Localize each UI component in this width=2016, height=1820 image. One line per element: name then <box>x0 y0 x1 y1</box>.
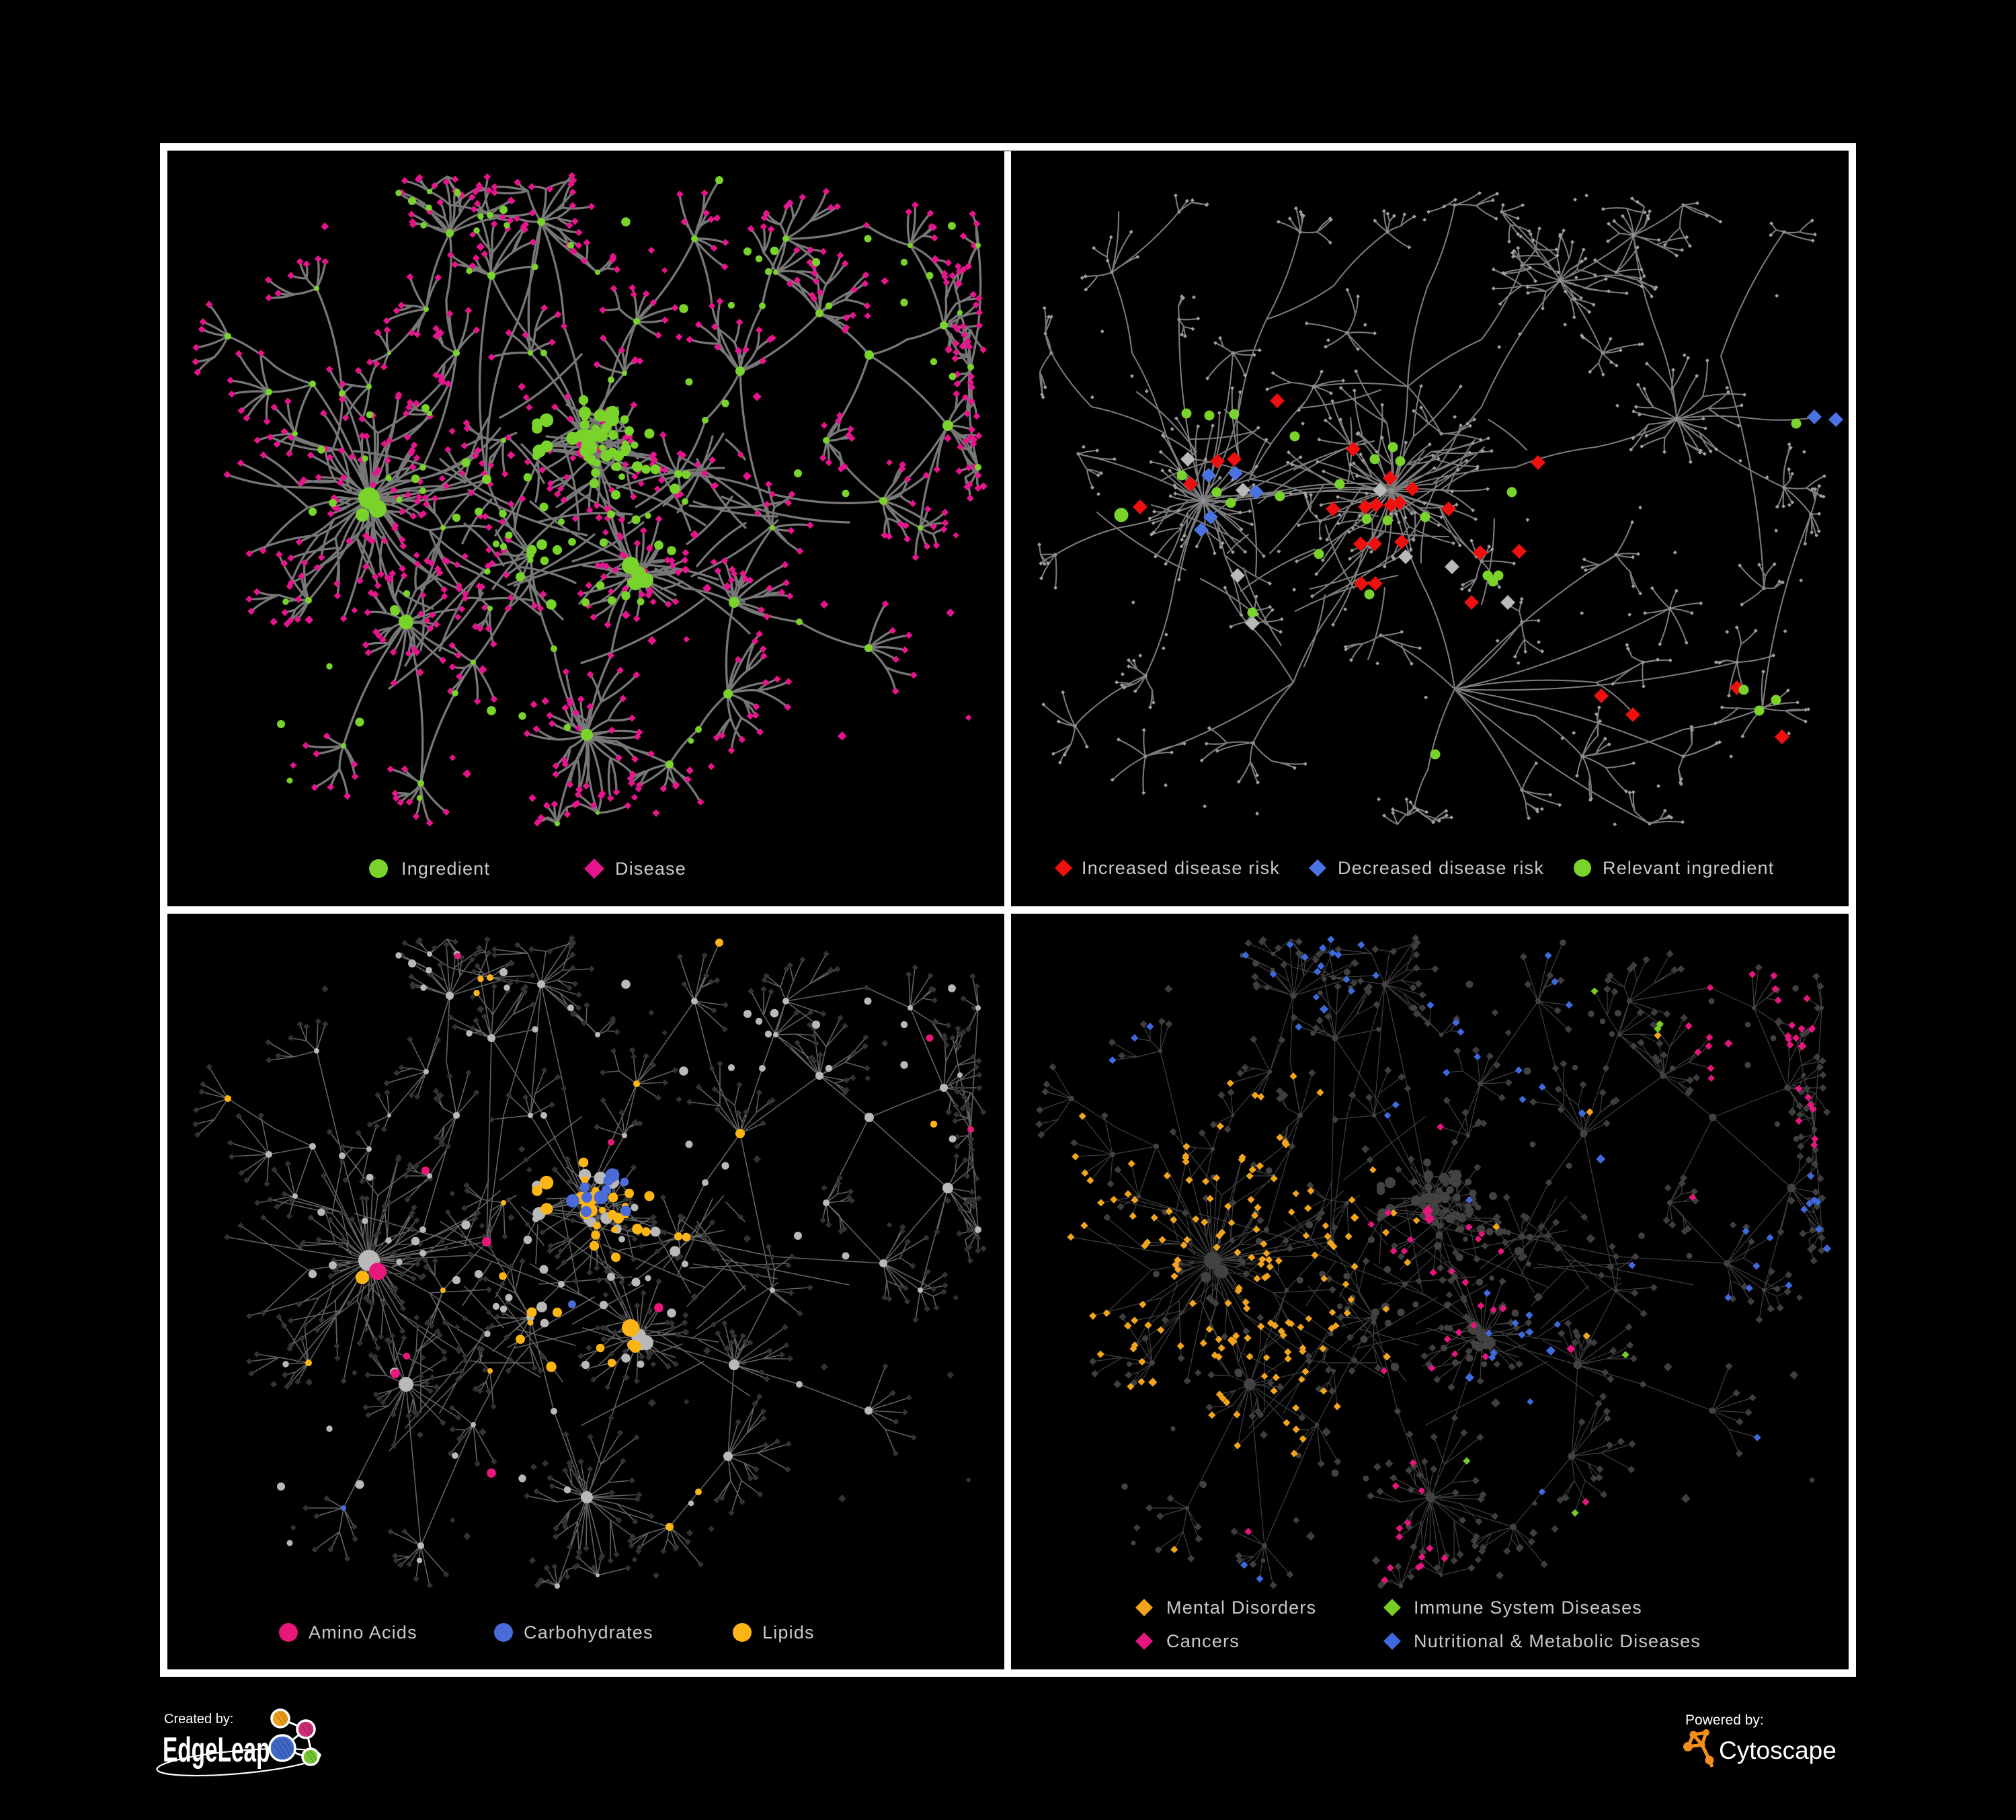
svg-text:Nutritional & Metabolic Diseas: Nutritional & Metabolic Diseases <box>1414 1631 1701 1651</box>
svg-text:Cancers: Cancers <box>1166 1631 1240 1651</box>
svg-text:Ingredient: Ingredient <box>401 859 490 879</box>
svg-text:Mental Disorders: Mental Disorders <box>1166 1597 1316 1618</box>
svg-text:Powered by:: Powered by: <box>1685 1712 1764 1728</box>
svg-text:Increased disease risk: Increased disease risk <box>1082 858 1280 878</box>
svg-text:Decreased disease risk: Decreased disease risk <box>1338 858 1544 878</box>
svg-text:Cytoscape: Cytoscape <box>1719 1737 1837 1764</box>
svg-text:EdgeLeap: EdgeLeap <box>163 1731 270 1770</box>
svg-text:Amino Acids: Amino Acids <box>309 1622 417 1643</box>
svg-text:Immune System Diseases: Immune System Diseases <box>1414 1597 1642 1618</box>
svg-text:Relevant ingredient: Relevant ingredient <box>1603 858 1774 878</box>
svg-text:Carbohydrates: Carbohydrates <box>524 1622 653 1643</box>
svg-text:Created by:: Created by: <box>164 1712 233 1727</box>
svg-text:Lipids: Lipids <box>762 1622 815 1643</box>
svg-text:Disease: Disease <box>615 859 686 879</box>
